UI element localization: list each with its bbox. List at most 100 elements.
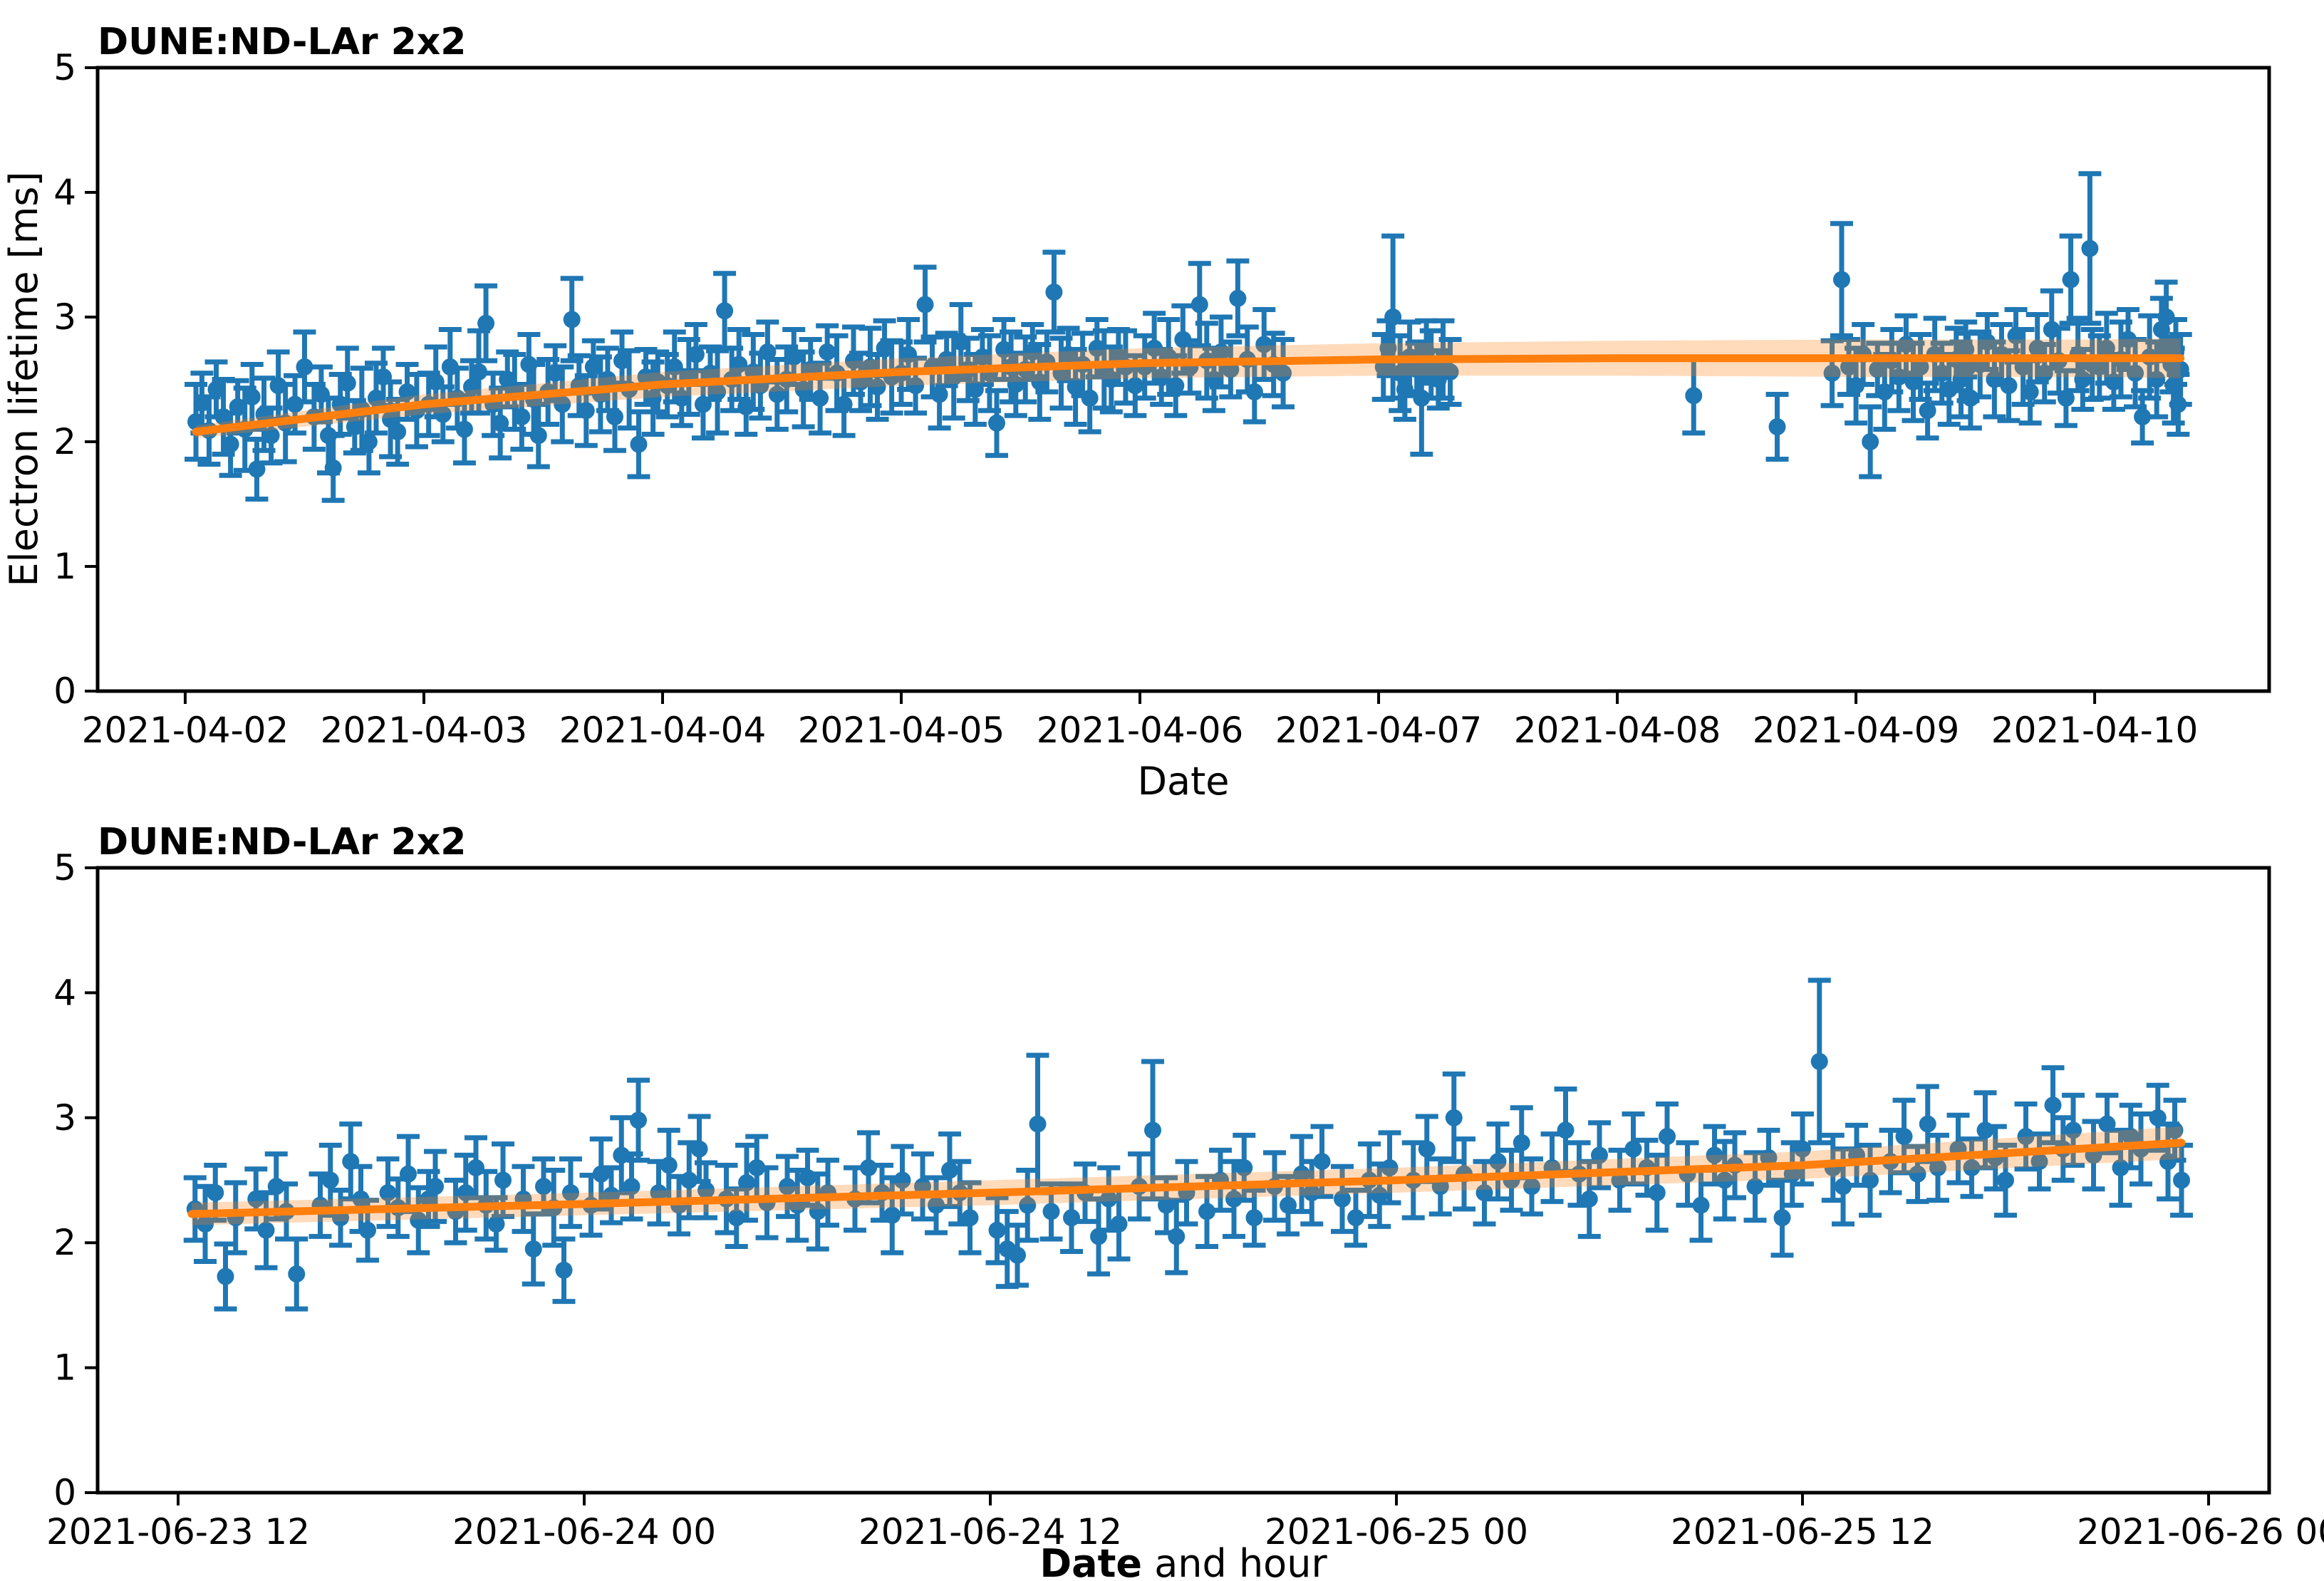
data-point-marker: [513, 408, 531, 425]
data-point-marker: [1384, 309, 1402, 326]
x-tick-label: 2021-06-26 00: [2077, 1511, 2324, 1553]
x-tick-label: 2021-06-25 00: [1265, 1511, 1528, 1553]
data-point-marker: [907, 377, 925, 395]
data-point-marker: [1869, 361, 1887, 378]
data-point-marker: [630, 435, 648, 453]
data-point-marker: [1334, 1190, 1352, 1208]
y-tick-label: 3: [53, 296, 76, 338]
data-point-marker: [809, 1203, 826, 1220]
data-point-marker: [382, 410, 400, 428]
data-point-marker: [938, 351, 955, 368]
data-point-marker: [555, 1261, 573, 1279]
data-point-marker: [1909, 1165, 1926, 1183]
data-point-marker: [1235, 1158, 1253, 1176]
data-point-marker: [554, 395, 571, 413]
data-point-marker: [1810, 1052, 1828, 1070]
data-point-marker: [961, 1209, 979, 1227]
data-point-marker: [470, 363, 488, 380]
x-tick-label: 2021-04-08: [1514, 710, 1721, 751]
data-point-marker: [1840, 358, 1858, 375]
data-point-marker: [630, 1111, 648, 1129]
data-point-marker: [2021, 383, 2039, 400]
data-point-marker: [1760, 1149, 1778, 1166]
top-plot-title: DUNE:ND-LAr 2x2: [98, 21, 467, 63]
data-point-marker: [296, 358, 313, 375]
y-tick-label: 1: [53, 1347, 76, 1389]
data-point-marker: [613, 352, 631, 370]
data-point-marker: [1919, 1115, 1936, 1133]
data-point-marker: [455, 420, 473, 438]
data-point-marker: [1100, 1190, 1118, 1208]
top-xaxis-label: Date: [1137, 759, 1229, 804]
bottom-data-series: [183, 978, 2194, 1312]
data-point-marker: [673, 389, 690, 407]
data-point-marker: [1933, 364, 1951, 382]
data-point-marker: [2000, 377, 2018, 395]
data-point-marker: [1144, 1121, 1162, 1139]
y-tick-label: 3: [53, 1097, 76, 1139]
data-point-marker: [243, 388, 261, 405]
data-point-marker: [1624, 1140, 1642, 1158]
data-point-marker: [1783, 1165, 1801, 1183]
data-point-marker: [2090, 358, 2108, 375]
data-point-marker: [1716, 1171, 1733, 1189]
top-yaxis-label: Electron lifetime [ms]: [1, 172, 46, 587]
x-tick-label: 2021-04-03: [321, 710, 528, 751]
data-point-marker: [207, 380, 225, 398]
data-point-marker: [2105, 373, 2122, 390]
data-point-marker: [860, 1158, 878, 1176]
data-point-marker: [650, 1184, 668, 1202]
data-point-marker: [360, 433, 378, 450]
bottom-xaxis-label-rest: and hour: [1142, 1541, 1327, 1581]
data-point-marker: [1031, 373, 1049, 390]
data-point-marker: [477, 314, 495, 332]
data-point-marker: [2065, 1121, 2082, 1139]
data-point-marker: [738, 1174, 756, 1192]
data-point-marker: [1706, 1146, 1723, 1164]
data-point-marker: [606, 408, 623, 425]
data-point-marker: [1042, 1203, 1060, 1220]
x-tick-label: 2021-06-24 12: [858, 1511, 1122, 1553]
data-point-marker: [217, 1268, 234, 1285]
data-point-marker: [427, 1178, 445, 1196]
x-tick-label: 2021-04-05: [798, 710, 1005, 751]
data-point-marker: [1019, 1196, 1037, 1214]
data-point-marker: [1126, 377, 1144, 395]
data-point-marker: [1167, 377, 1185, 395]
confidence-band: [196, 338, 2181, 438]
bottom-plot-title: DUNE:ND-LAr 2x2: [98, 821, 467, 864]
data-point-marker: [1904, 373, 1922, 390]
data-point-marker: [988, 414, 1006, 432]
data-point-marker: [1371, 1186, 1389, 1204]
data-point-marker: [1110, 1215, 1128, 1233]
data-point-marker: [988, 1221, 1006, 1239]
data-point-marker: [1418, 1140, 1436, 1158]
data-point-marker: [690, 1140, 708, 1158]
x-tick-label: 2021-04-04: [559, 710, 767, 751]
data-point-marker: [794, 380, 812, 398]
data-point-marker: [2030, 1153, 2048, 1171]
data-point-marker: [687, 346, 705, 363]
data-point-marker: [1205, 370, 1223, 388]
data-point-marker: [1441, 363, 1459, 380]
data-point-marker: [811, 389, 829, 407]
x-tick-label: 2021-06-24 00: [452, 1511, 716, 1553]
data-point-marker: [2122, 1128, 2139, 1146]
data-point-marker: [1911, 358, 1929, 375]
data-point-marker: [1045, 284, 1063, 301]
data-point-marker: [262, 427, 280, 445]
data-point-marker: [267, 1178, 285, 1196]
data-point-marker: [1067, 378, 1084, 395]
bottom-xaxis-label-bold: Date: [1039, 1541, 1142, 1581]
data-point-marker: [563, 311, 581, 328]
data-point-marker: [1293, 1165, 1311, 1183]
y-tick-label: 0: [53, 670, 76, 712]
y-tick-label: 1: [53, 546, 76, 587]
data-point-marker: [1513, 1134, 1530, 1151]
data-point-marker: [462, 378, 480, 395]
data-point-marker: [2134, 408, 2152, 425]
data-point-marker: [1009, 1246, 1027, 1264]
top-data-series: [185, 171, 2192, 503]
